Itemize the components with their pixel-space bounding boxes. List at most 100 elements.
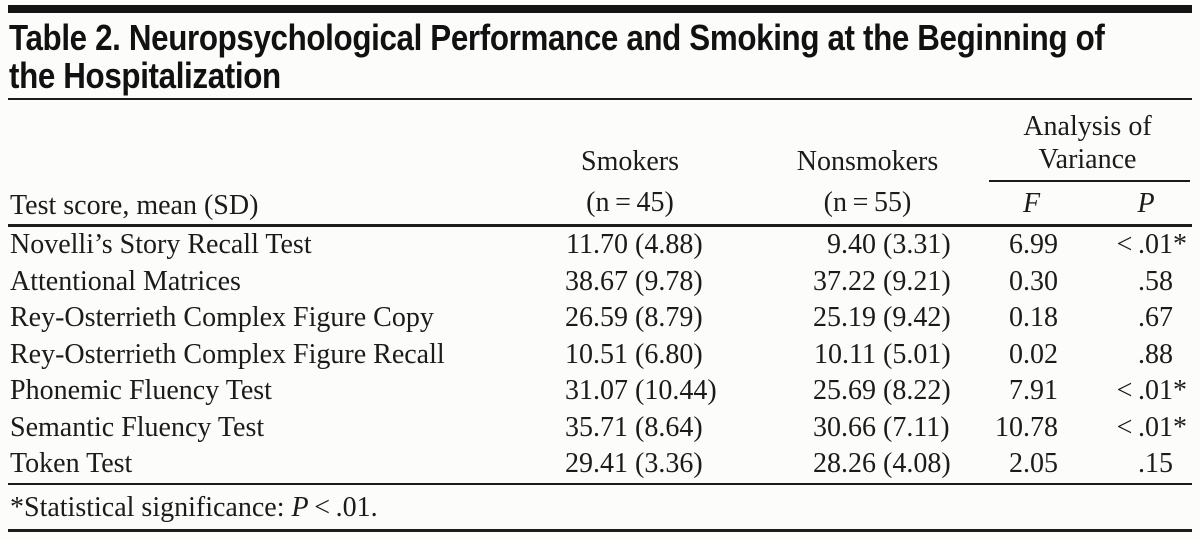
sd-value: (9.42) (883, 302, 951, 334)
table-top-rule (8, 5, 1192, 13)
p-value-cell: < .01 * (1090, 227, 1192, 264)
mean-value: 25.69 (813, 375, 876, 407)
table-title-line1: Table 2. Neuropsychological Performance … (9, 17, 1105, 58)
f-value-cell: 7.91 (1009, 375, 1058, 407)
mean-value: 9.40 (827, 229, 876, 260)
test-name-cell: Rey-Osterrieth Complex Figure Copy (10, 302, 434, 334)
p-value: .15 (1138, 448, 1173, 480)
sd-value: (9.78) (635, 265, 703, 297)
table-row: Attentional Matrices 38.67 (9.78) 37.22 (9… (8, 264, 1192, 301)
nonsmokers-value-cell: 30.66 (7.11) (760, 410, 975, 447)
table-body: Novelli’s Story Recall Test 11.70 (4.88) 9… (8, 227, 1192, 483)
footnote-comparison: < .01. (308, 492, 378, 523)
mean-value: 31.07 (565, 375, 628, 407)
footnote: *Statistical significance: P < .01. (10, 488, 378, 528)
sd-value: (4.08) (883, 448, 951, 480)
nonsmokers-value-cell: 10.11 (5.01) (760, 337, 975, 374)
p-value: < .01 (1116, 375, 1173, 407)
f-column-header: F (1022, 188, 1041, 219)
smokers-value-cell: 10.51 (6.80) (500, 337, 760, 374)
row-header-label: Test score, mean (SD) (10, 190, 259, 221)
p-value-cell: .58 (1090, 264, 1192, 301)
table-title-line2: the Hospitalization (9, 55, 281, 96)
footnote-marker: * (10, 492, 24, 523)
mean-value: 10.11 (814, 338, 876, 370)
mean-value: 35.71 (565, 411, 628, 443)
column-header-smokers: Smokers (n = 45) (500, 141, 760, 223)
sig-star (1173, 300, 1190, 337)
smokers-label: Smokers (581, 146, 679, 177)
p-value: < .01 (1116, 229, 1173, 260)
sd-value: (7.11) (883, 411, 950, 443)
table-row: Phonemic Fluency Test 31.07 (10.44) 25.69 … (8, 373, 1192, 410)
p-column-header: P (1137, 188, 1155, 219)
f-value-cell: 2.05 (1009, 448, 1058, 480)
smokers-value-cell: 35.71 (8.64) (500, 410, 760, 447)
f-value-cell: 0.30 (1009, 265, 1058, 297)
nonsmokers-n: (n = 55) (823, 187, 912, 218)
p-value: .58 (1138, 265, 1173, 297)
mean-value: 25.19 (813, 302, 876, 334)
p-value-cell: .67 (1090, 300, 1192, 337)
sd-value: (3.36) (635, 448, 703, 480)
p-value-cell: < .01 * (1090, 410, 1192, 447)
p-value: .67 (1138, 302, 1173, 334)
table-title: Table 2. Neuropsychological Performance … (9, 17, 1105, 96)
mean-value: 37.22 (813, 265, 876, 297)
mean-value: 30.66 (813, 411, 876, 443)
mean-value: 29.41 (565, 448, 628, 480)
table-row: Rey-Osterrieth Complex Figure Recall 10.5… (8, 337, 1192, 374)
sd-value: (10.44) (635, 375, 717, 407)
smokers-n: (n = 45) (586, 187, 674, 218)
sd-value: (3.31) (883, 229, 951, 260)
f-value-cell: 10.78 (995, 411, 1058, 443)
sd-value: (8.64) (635, 411, 703, 443)
smokers-value-cell: 29.41 (3.36) (500, 446, 760, 483)
smokers-value-cell: 11.70 (4.88) (500, 227, 760, 264)
smokers-value-cell: 31.07 (10.44) (500, 373, 760, 410)
header-divider-rule (8, 224, 1192, 227)
sd-value: (4.88) (635, 229, 703, 260)
f-value-cell: 0.18 (1009, 302, 1058, 334)
table-row: Rey-Osterrieth Complex Figure Copy 26.59 … (8, 300, 1192, 337)
footnote-text: Statistical significance: (24, 492, 292, 523)
p-value-cell: < .01 * (1090, 373, 1192, 410)
sig-star: * (1173, 229, 1187, 260)
f-value-cell: 6.99 (1009, 229, 1058, 260)
sig-star: * (1173, 375, 1187, 407)
test-name-cell: Attentional Matrices (10, 265, 241, 297)
smokers-value-cell: 38.67 (9.78) (500, 264, 760, 301)
sd-value: (5.01) (883, 338, 951, 370)
table-header: Test score, mean (SD) Smokers (n = 45) N… (8, 100, 1192, 224)
sd-value: (9.21) (883, 265, 951, 297)
p-value: < .01 (1116, 411, 1173, 443)
p-value: .88 (1138, 338, 1173, 370)
nonsmokers-value-cell: 37.22 (9.21) (760, 264, 975, 301)
anova-spanner-label: Analysis of Variance (1023, 111, 1152, 175)
column-header-anova: Analysis of Variance F P (975, 110, 1192, 223)
mean-value: 11.70 (566, 229, 628, 260)
anova-spanner-rule (989, 180, 1190, 182)
sd-value: (6.80) (635, 338, 703, 370)
nonsmokers-label: Nonsmokers (796, 146, 939, 177)
f-value-cell: 0.02 (1009, 338, 1058, 370)
test-name-cell: Rey-Osterrieth Complex Figure Recall (10, 338, 445, 370)
sig-star (1173, 264, 1190, 301)
sig-star (1173, 446, 1190, 483)
table-row: Token Test 29.41 (3.36) 28.26 (4.08) 2.05 .1… (8, 446, 1192, 483)
mean-value: 28.26 (813, 448, 876, 480)
column-header-nonsmokers: Nonsmokers (n = 55) (760, 141, 975, 223)
sd-value: (8.22) (883, 375, 951, 407)
test-name-cell: Token Test (10, 448, 133, 480)
sd-value: (8.79) (635, 302, 703, 334)
footnote-p-symbol: P (291, 492, 309, 523)
test-name-cell: Semantic Fluency Test (10, 411, 265, 443)
mean-value: 38.67 (565, 265, 628, 297)
test-name-cell: Phonemic Fluency Test (10, 375, 272, 407)
table-bottom-rule (8, 529, 1192, 532)
table-row: Semantic Fluency Test 35.71 (8.64) 30.66 (… (8, 410, 1192, 447)
mean-value: 10.51 (565, 338, 628, 370)
anova-subheaders: F P (975, 185, 1192, 223)
title-divider-rule (8, 98, 1192, 100)
nonsmokers-value-cell: 25.19 (9.42) (760, 300, 975, 337)
